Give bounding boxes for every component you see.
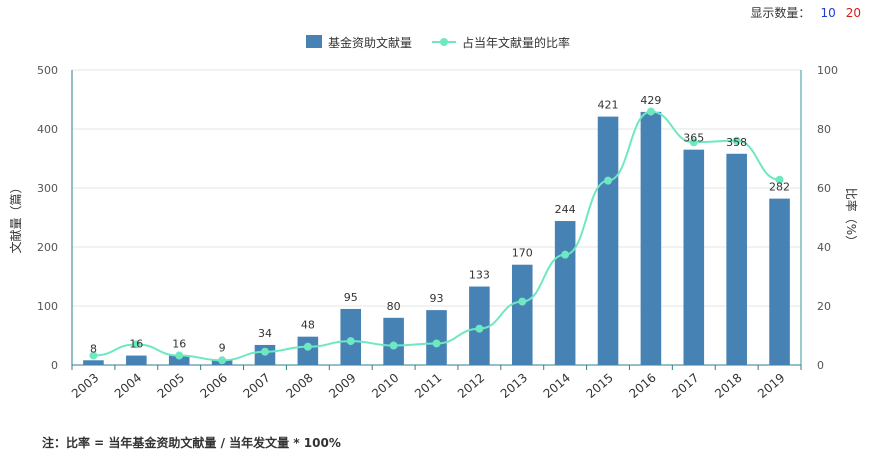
legend-line-marker (440, 38, 448, 46)
ratio-point (303, 342, 312, 351)
legend-bar-swatch (306, 35, 322, 48)
bar (83, 360, 104, 365)
bar-value-label: 358 (726, 136, 747, 149)
ratio-point (389, 341, 398, 350)
bar-value-label: 8 (90, 342, 97, 355)
ratio-point (89, 351, 98, 360)
bar (511, 264, 533, 365)
legend-line-label: 占当年文献量的比率 (462, 35, 570, 50)
x-tick-label: 2005 (155, 371, 187, 401)
bar (683, 149, 705, 365)
bar (769, 198, 790, 365)
bar (383, 317, 404, 365)
y2-tick-label: 60 (817, 182, 831, 195)
x-tick-label: 2006 (198, 371, 230, 401)
x-tick-label: 2008 (283, 371, 315, 401)
bar (168, 355, 190, 365)
display-count-label: 显示数量： (750, 6, 811, 20)
y2-tick-label: 80 (817, 123, 831, 136)
ratio-point (132, 340, 141, 349)
y-tick-label: 300 (37, 182, 58, 195)
x-tick-label: 2019 (755, 371, 787, 401)
ratio-point (561, 250, 570, 259)
bar-value-label: 16 (172, 338, 186, 351)
ratio-point (346, 337, 355, 346)
x-tick-label: 2009 (326, 371, 358, 401)
y-tick-label: 0 (51, 359, 58, 372)
bar-value-label: 365 (683, 132, 704, 145)
bar-value-label: 16 (129, 338, 143, 351)
x-tick-label: 2017 (669, 371, 701, 401)
bar (554, 221, 576, 365)
bar (426, 310, 447, 365)
y-tick-label: 500 (37, 64, 58, 77)
ratio-point (604, 176, 613, 185)
x-tick-label: 2011 (412, 371, 444, 401)
y2-axis-title: 比率（%） (844, 188, 859, 247)
ratio-point (518, 297, 527, 306)
x-tick-label: 2010 (369, 371, 401, 401)
y-axis-title: 文献量（篇） (8, 181, 23, 253)
x-tick-label: 2016 (626, 371, 658, 401)
ratio-note: 注：比率 = 当年基金资助文献量 / 当年发文量 * 100% (42, 436, 341, 450)
ratio-point (689, 138, 698, 147)
legend-bar-label: 基金资助文献量 (328, 35, 412, 50)
x-tick-label: 2012 (455, 371, 487, 401)
x-tick-label: 2015 (584, 371, 616, 401)
y2-tick-label: 40 (817, 241, 831, 254)
y2-tick-label: 20 (817, 300, 831, 313)
x-tick-label: 2014 (541, 371, 573, 401)
ratio-point (218, 356, 227, 365)
x-tick-label: 2004 (112, 371, 144, 401)
bar (640, 111, 662, 365)
x-tick-label: 2003 (69, 371, 101, 401)
bar-value-label: 34 (258, 327, 272, 340)
x-tick-label: 2018 (712, 371, 744, 401)
bar-value-label: 244 (555, 203, 576, 216)
bar (340, 308, 362, 365)
bar-value-label: 48 (301, 319, 315, 332)
ratio-point (732, 136, 741, 145)
ratio-point (646, 107, 655, 116)
bar-value-label: 9 (219, 342, 226, 355)
display-count-option-10[interactable]: 10 (820, 5, 836, 20)
y-tick-label: 200 (37, 241, 58, 254)
bar (726, 153, 747, 365)
ratio-point (432, 339, 441, 348)
bar-value-label: 170 (512, 247, 533, 260)
y-tick-label: 400 (37, 123, 58, 136)
bar-value-label: 95 (344, 291, 358, 304)
bar-value-label: 133 (469, 269, 490, 282)
y2-tick-label: 0 (817, 359, 824, 372)
y2-tick-label: 100 (817, 64, 838, 77)
display-count-selector: 显示数量： 10 20 (750, 4, 861, 21)
ratio-point (775, 175, 784, 184)
ratio-point (175, 351, 184, 360)
bar (126, 355, 147, 365)
bar (597, 116, 619, 365)
bar (297, 336, 319, 365)
display-count-option-20[interactable]: 20 (845, 5, 861, 20)
bar-value-label: 80 (387, 300, 401, 313)
bar-value-label: 421 (598, 99, 619, 112)
x-tick-label: 2013 (498, 371, 530, 401)
ratio-point (260, 347, 269, 356)
x-tick-label: 2007 (240, 371, 272, 401)
bar-value-label: 93 (430, 292, 444, 305)
ratio-point (475, 324, 484, 333)
bar-value-label: 429 (640, 94, 661, 107)
bar-value-label: 282 (769, 181, 790, 194)
y-tick-label: 100 (37, 300, 58, 313)
